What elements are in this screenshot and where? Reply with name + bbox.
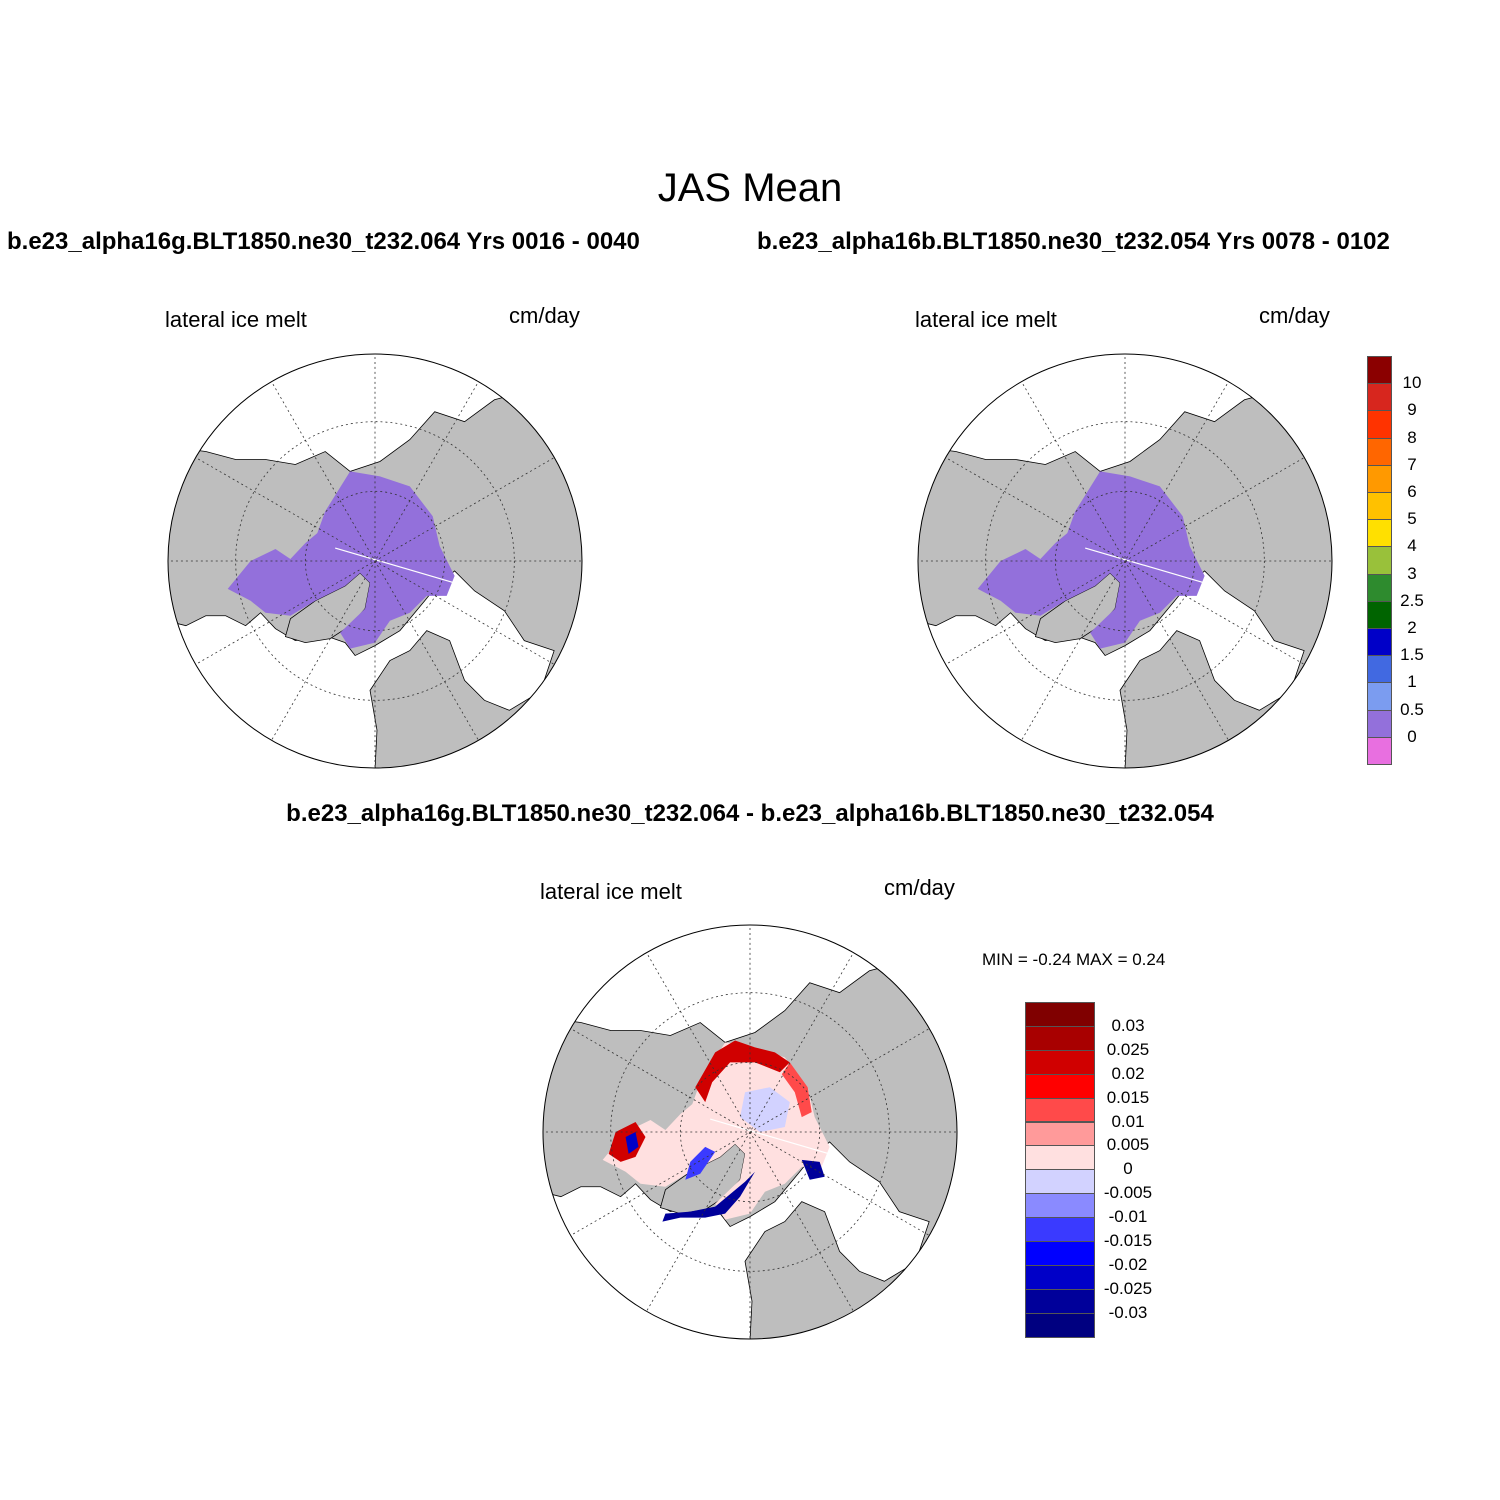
colorbar-label: 1.5 (1400, 645, 1424, 665)
polar-map-difference (542, 924, 958, 1340)
colorbar-label: 0.5 (1400, 699, 1424, 719)
sea-ice-melt-region (227, 471, 455, 649)
colorbar-box (1025, 1002, 1095, 1027)
colorbar-label: -0.03 (1108, 1302, 1148, 1322)
colorbar-box (1367, 492, 1392, 521)
units-label-left: cm/day (509, 303, 580, 328)
colorbar-label: 0.005 (1106, 1135, 1150, 1155)
variable-label-left: lateral ice melt (165, 307, 307, 332)
difference-negative-center (740, 1087, 790, 1132)
colorbar-label: 2 (1407, 618, 1417, 637)
colorbar-box (1025, 1121, 1095, 1147)
polar-map-right (917, 353, 1333, 769)
case-title-right: b.e23_alpha16b.BLT1850.ne30_t232.054 Yrs… (757, 228, 1390, 255)
colorbar-label: -0.01 (1108, 1207, 1148, 1227)
colorbar-label: 5 (1407, 509, 1417, 529)
colorbar-box (1025, 1049, 1095, 1075)
colorbar-box (1025, 1097, 1095, 1123)
colorbar-label: 0.015 (1106, 1087, 1150, 1107)
sea-ice-melt-region (977, 471, 1205, 649)
figure-title: JAS Mean (657, 166, 843, 210)
colorbar-label: 0.025 (1106, 1039, 1150, 1059)
colorbar-box (1367, 519, 1392, 548)
colorbar-label: -0.02 (1108, 1254, 1148, 1274)
colorbar-box (1025, 1145, 1095, 1171)
colorbar-label: 3 (1407, 563, 1417, 583)
colorbar-label: 8 (1407, 427, 1417, 447)
colorbar-box (1025, 1193, 1095, 1219)
colorbar-label: 10 (1402, 373, 1422, 393)
units-label-right: cm/day (1259, 303, 1330, 328)
difference-negative-hudson (625, 1132, 639, 1154)
colorbar-label: 0 (1123, 1159, 1133, 1179)
colorbar-box (1367, 628, 1392, 657)
colorbar-label: 6 (1407, 482, 1417, 501)
colorbar-label: -0.025 (1103, 1278, 1153, 1298)
colorbar-label: 0.02 (1111, 1063, 1145, 1083)
colorbar-label: 0.03 (1111, 1015, 1145, 1035)
difference-field-base (602, 1042, 830, 1220)
colorbar-box (1367, 600, 1392, 629)
colorbar-box (1025, 1288, 1095, 1314)
colorbar-box (1025, 1264, 1095, 1290)
difference-title: b.e23_alpha16g.BLT1850.ne30_t232.064 - b… (286, 800, 1214, 827)
colorbar-label: -0.015 (1103, 1231, 1153, 1250)
min-max-readout: MIN = -0.24 MAX = 0.24 (982, 950, 1166, 969)
colorbar-box (1025, 1025, 1095, 1051)
case-title-left: b.e23_alpha16g.BLT1850.ne30_t232.064 Yrs… (7, 228, 640, 255)
colorbar-label: -0.005 (1103, 1183, 1153, 1203)
difference-positive-siberia (781, 1062, 812, 1118)
colorbar-label: 7 (1407, 454, 1417, 474)
colorbar-label: 0 (1407, 726, 1417, 746)
colorbar-label: 9 (1407, 400, 1417, 420)
variable-label-right: lateral ice melt (915, 307, 1057, 332)
colorbar-label: 0.01 (1111, 1111, 1145, 1131)
colorbar-label: 2.5 (1400, 590, 1424, 610)
units-label-diff: cm/day (884, 875, 955, 900)
colorbar-box (1025, 1073, 1095, 1099)
colorbar-box (1025, 1241, 1095, 1266)
variable-label-diff: lateral ice melt (540, 879, 682, 904)
graticule (542, 924, 958, 1340)
colorbar-box (1367, 437, 1392, 466)
colorbar-box (1025, 1312, 1095, 1338)
colorbar-box (1367, 410, 1392, 439)
colorbar-box (1025, 1169, 1095, 1195)
difference-positive-rim (695, 1040, 790, 1103)
colorbar-label: 4 (1407, 536, 1417, 556)
difference-negative-greenland-sea (662, 1171, 755, 1222)
colorbar-box (1367, 736, 1392, 765)
difference-negative-baffin (685, 1146, 716, 1180)
colorbar-box (1025, 1217, 1095, 1242)
colorbar-box (1367, 546, 1392, 575)
colorbar-box (1367, 356, 1392, 385)
polar-map-left (167, 353, 583, 769)
colorbar-label: 1 (1407, 672, 1417, 692)
